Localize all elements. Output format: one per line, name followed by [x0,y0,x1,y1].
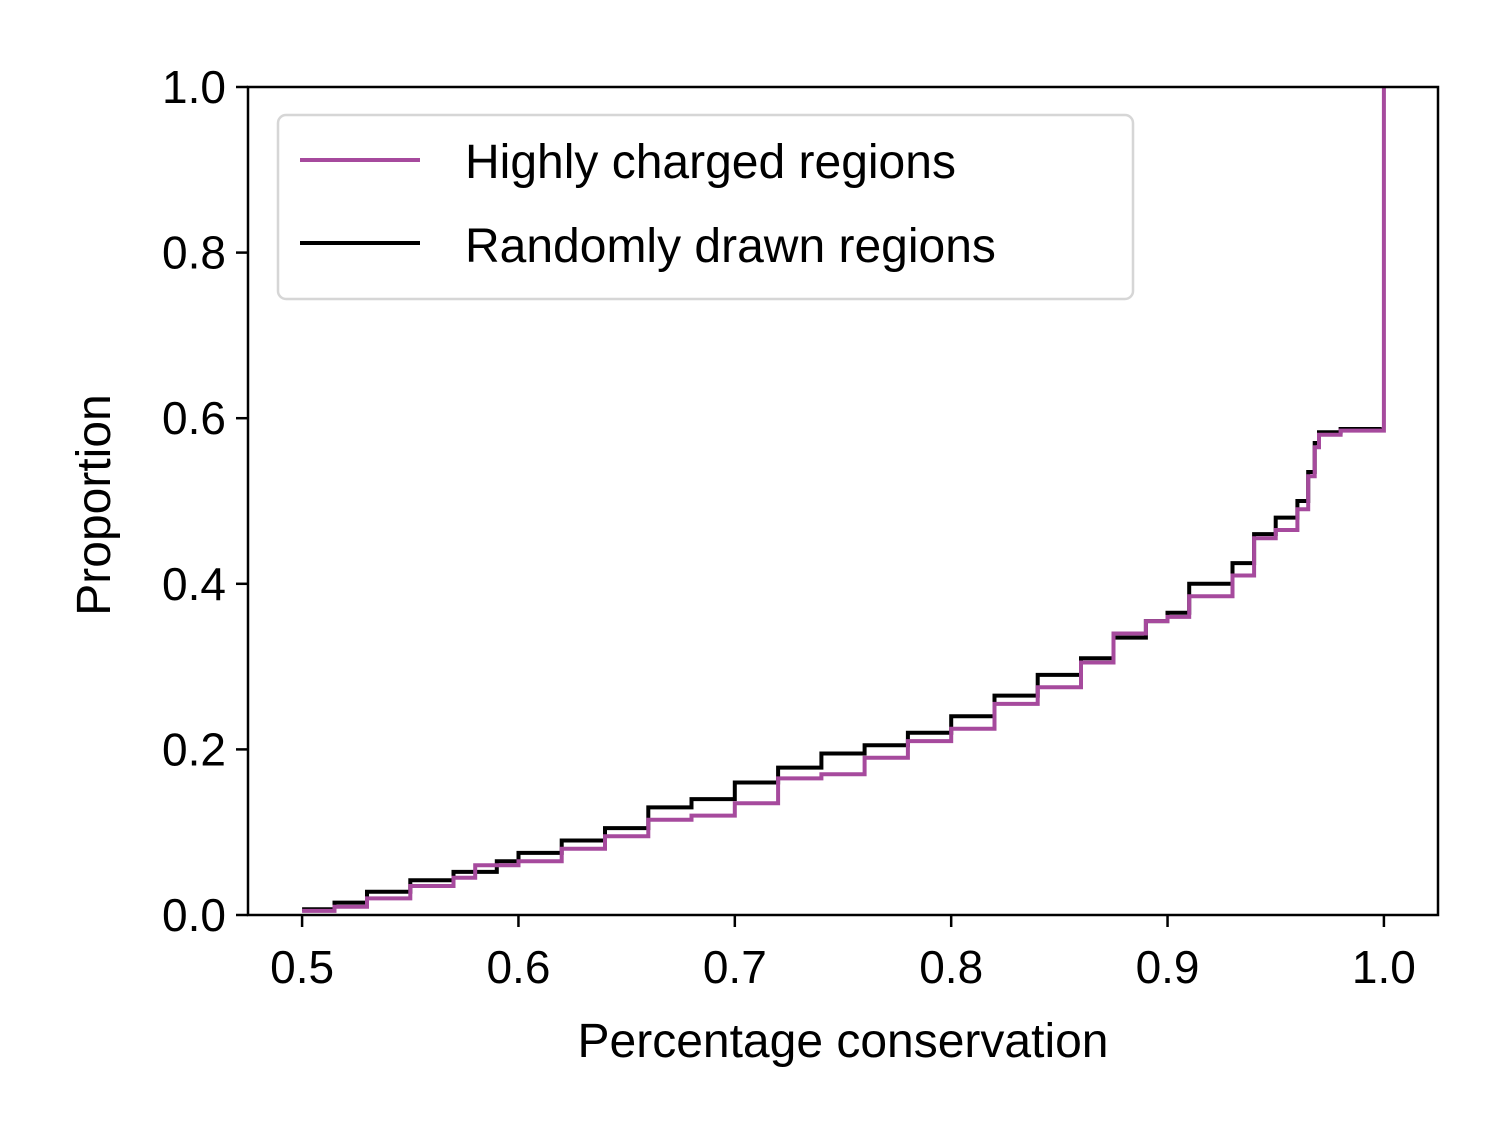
y-tick-label: 0.8 [162,227,226,279]
y-tick-label: 0.0 [162,889,226,941]
plot-frame [246,85,1440,917]
x-axis: 0.5 0.6 0.7 0.8 0.9 1.0 [270,915,1416,993]
x-axis-label: Percentage conservation [578,1015,1109,1068]
legend-label-randomly-drawn: Randomly drawn regions [465,220,996,273]
y-tick-label: 0.4 [162,558,226,610]
x-tick-label: 0.7 [703,941,767,993]
series-line-highly-charged [302,87,1386,913]
y-tick-label: 0.6 [162,392,226,444]
legend-box [276,113,1135,301]
x-tick-label: 0.9 [1136,941,1200,993]
y-tick-label: 0.2 [162,723,226,775]
x-tick-label: 0.8 [919,941,983,993]
x-tick-label: 0.6 [486,941,550,993]
series-layer [302,87,1386,913]
x-tick-label: 0.5 [270,941,334,993]
legend: Highly charged regions Randomly drawn re… [276,113,1135,301]
legend-label-highly-charged: Highly charged regions [465,136,956,189]
y-tick-label: 1.0 [162,61,226,113]
y-axis-label: Proportion [68,394,121,615]
x-tick-label: 1.0 [1352,941,1416,993]
y-axis: 0.0 0.2 0.4 0.6 0.8 1.0 [162,61,248,941]
